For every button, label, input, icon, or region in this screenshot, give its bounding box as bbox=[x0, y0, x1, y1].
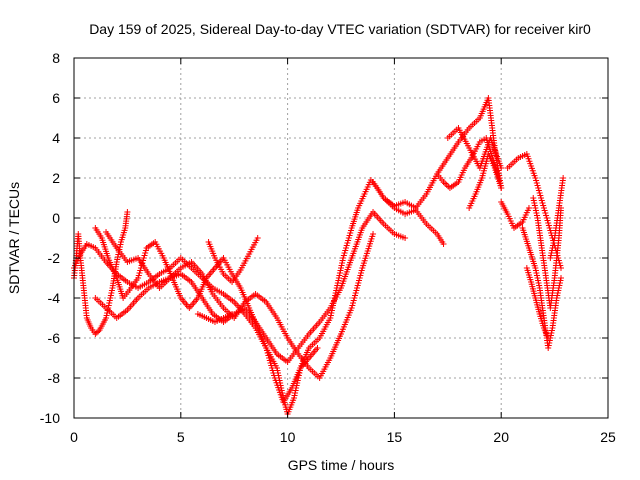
x-axis-label: GPS time / hours bbox=[288, 457, 395, 473]
series-track-p bbox=[523, 265, 552, 341]
x-tick-label: 25 bbox=[600, 429, 616, 445]
data-point bbox=[558, 265, 565, 271]
y-tick-label: 4 bbox=[52, 130, 60, 146]
data-point bbox=[558, 275, 565, 281]
series-track-l bbox=[498, 199, 532, 231]
data-point bbox=[124, 209, 131, 215]
y-tick-label: -2 bbox=[48, 250, 61, 266]
series-track-n bbox=[519, 225, 565, 351]
y-tick-label: -4 bbox=[48, 290, 61, 306]
plot-border bbox=[73, 57, 609, 419]
series-track-o bbox=[530, 195, 565, 311]
series-track-k bbox=[466, 151, 505, 211]
data-point bbox=[95, 328, 102, 335]
data-point bbox=[525, 205, 532, 211]
y-tick-label: -6 bbox=[48, 330, 61, 346]
y-tick-label: -8 bbox=[48, 370, 61, 386]
data-point bbox=[545, 335, 552, 341]
y-tick-label: 6 bbox=[52, 90, 60, 106]
series-track-e bbox=[103, 229, 377, 381]
y-tick-label: -10 bbox=[40, 410, 60, 426]
x-tick-label: 0 bbox=[70, 429, 78, 445]
series-track-c bbox=[92, 209, 409, 365]
data-point bbox=[93, 329, 100, 336]
series-track-a bbox=[71, 209, 131, 337]
data-point bbox=[370, 231, 377, 237]
series-track-g bbox=[194, 311, 236, 325]
y-axis-label: SDTVAR / TECUs bbox=[6, 182, 22, 294]
x-tick-label: 10 bbox=[280, 429, 296, 445]
data-points bbox=[71, 95, 567, 417]
data-point bbox=[440, 241, 447, 247]
data-point bbox=[254, 235, 261, 241]
grid-lines bbox=[74, 58, 608, 418]
x-tick-label: 20 bbox=[493, 429, 509, 445]
series-track-f bbox=[205, 235, 261, 285]
data-point bbox=[498, 185, 505, 191]
y-tick-label: 0 bbox=[52, 210, 60, 226]
x-tick-label: 15 bbox=[387, 429, 403, 445]
axis-ticks bbox=[73, 57, 609, 419]
tick-labels: 0 5 10 15 20 25 -10 -8 -6 -4 -2 0 2 4 6 8 bbox=[40, 50, 616, 445]
chart-title: Day 159 of 2025, Sidereal Day-to-day VTE… bbox=[89, 21, 591, 37]
y-tick-label: 2 bbox=[52, 170, 60, 186]
data-point bbox=[560, 175, 567, 181]
data-point bbox=[229, 311, 236, 317]
data-point bbox=[498, 165, 505, 171]
y-tick-label: 8 bbox=[52, 50, 60, 66]
x-tick-label: 5 bbox=[177, 429, 185, 445]
data-point bbox=[92, 331, 99, 337]
series-track-j bbox=[444, 125, 505, 171]
data-point bbox=[314, 345, 321, 351]
series-track-q bbox=[547, 175, 567, 261]
series-track-h bbox=[370, 95, 505, 211]
data-point bbox=[402, 235, 409, 241]
